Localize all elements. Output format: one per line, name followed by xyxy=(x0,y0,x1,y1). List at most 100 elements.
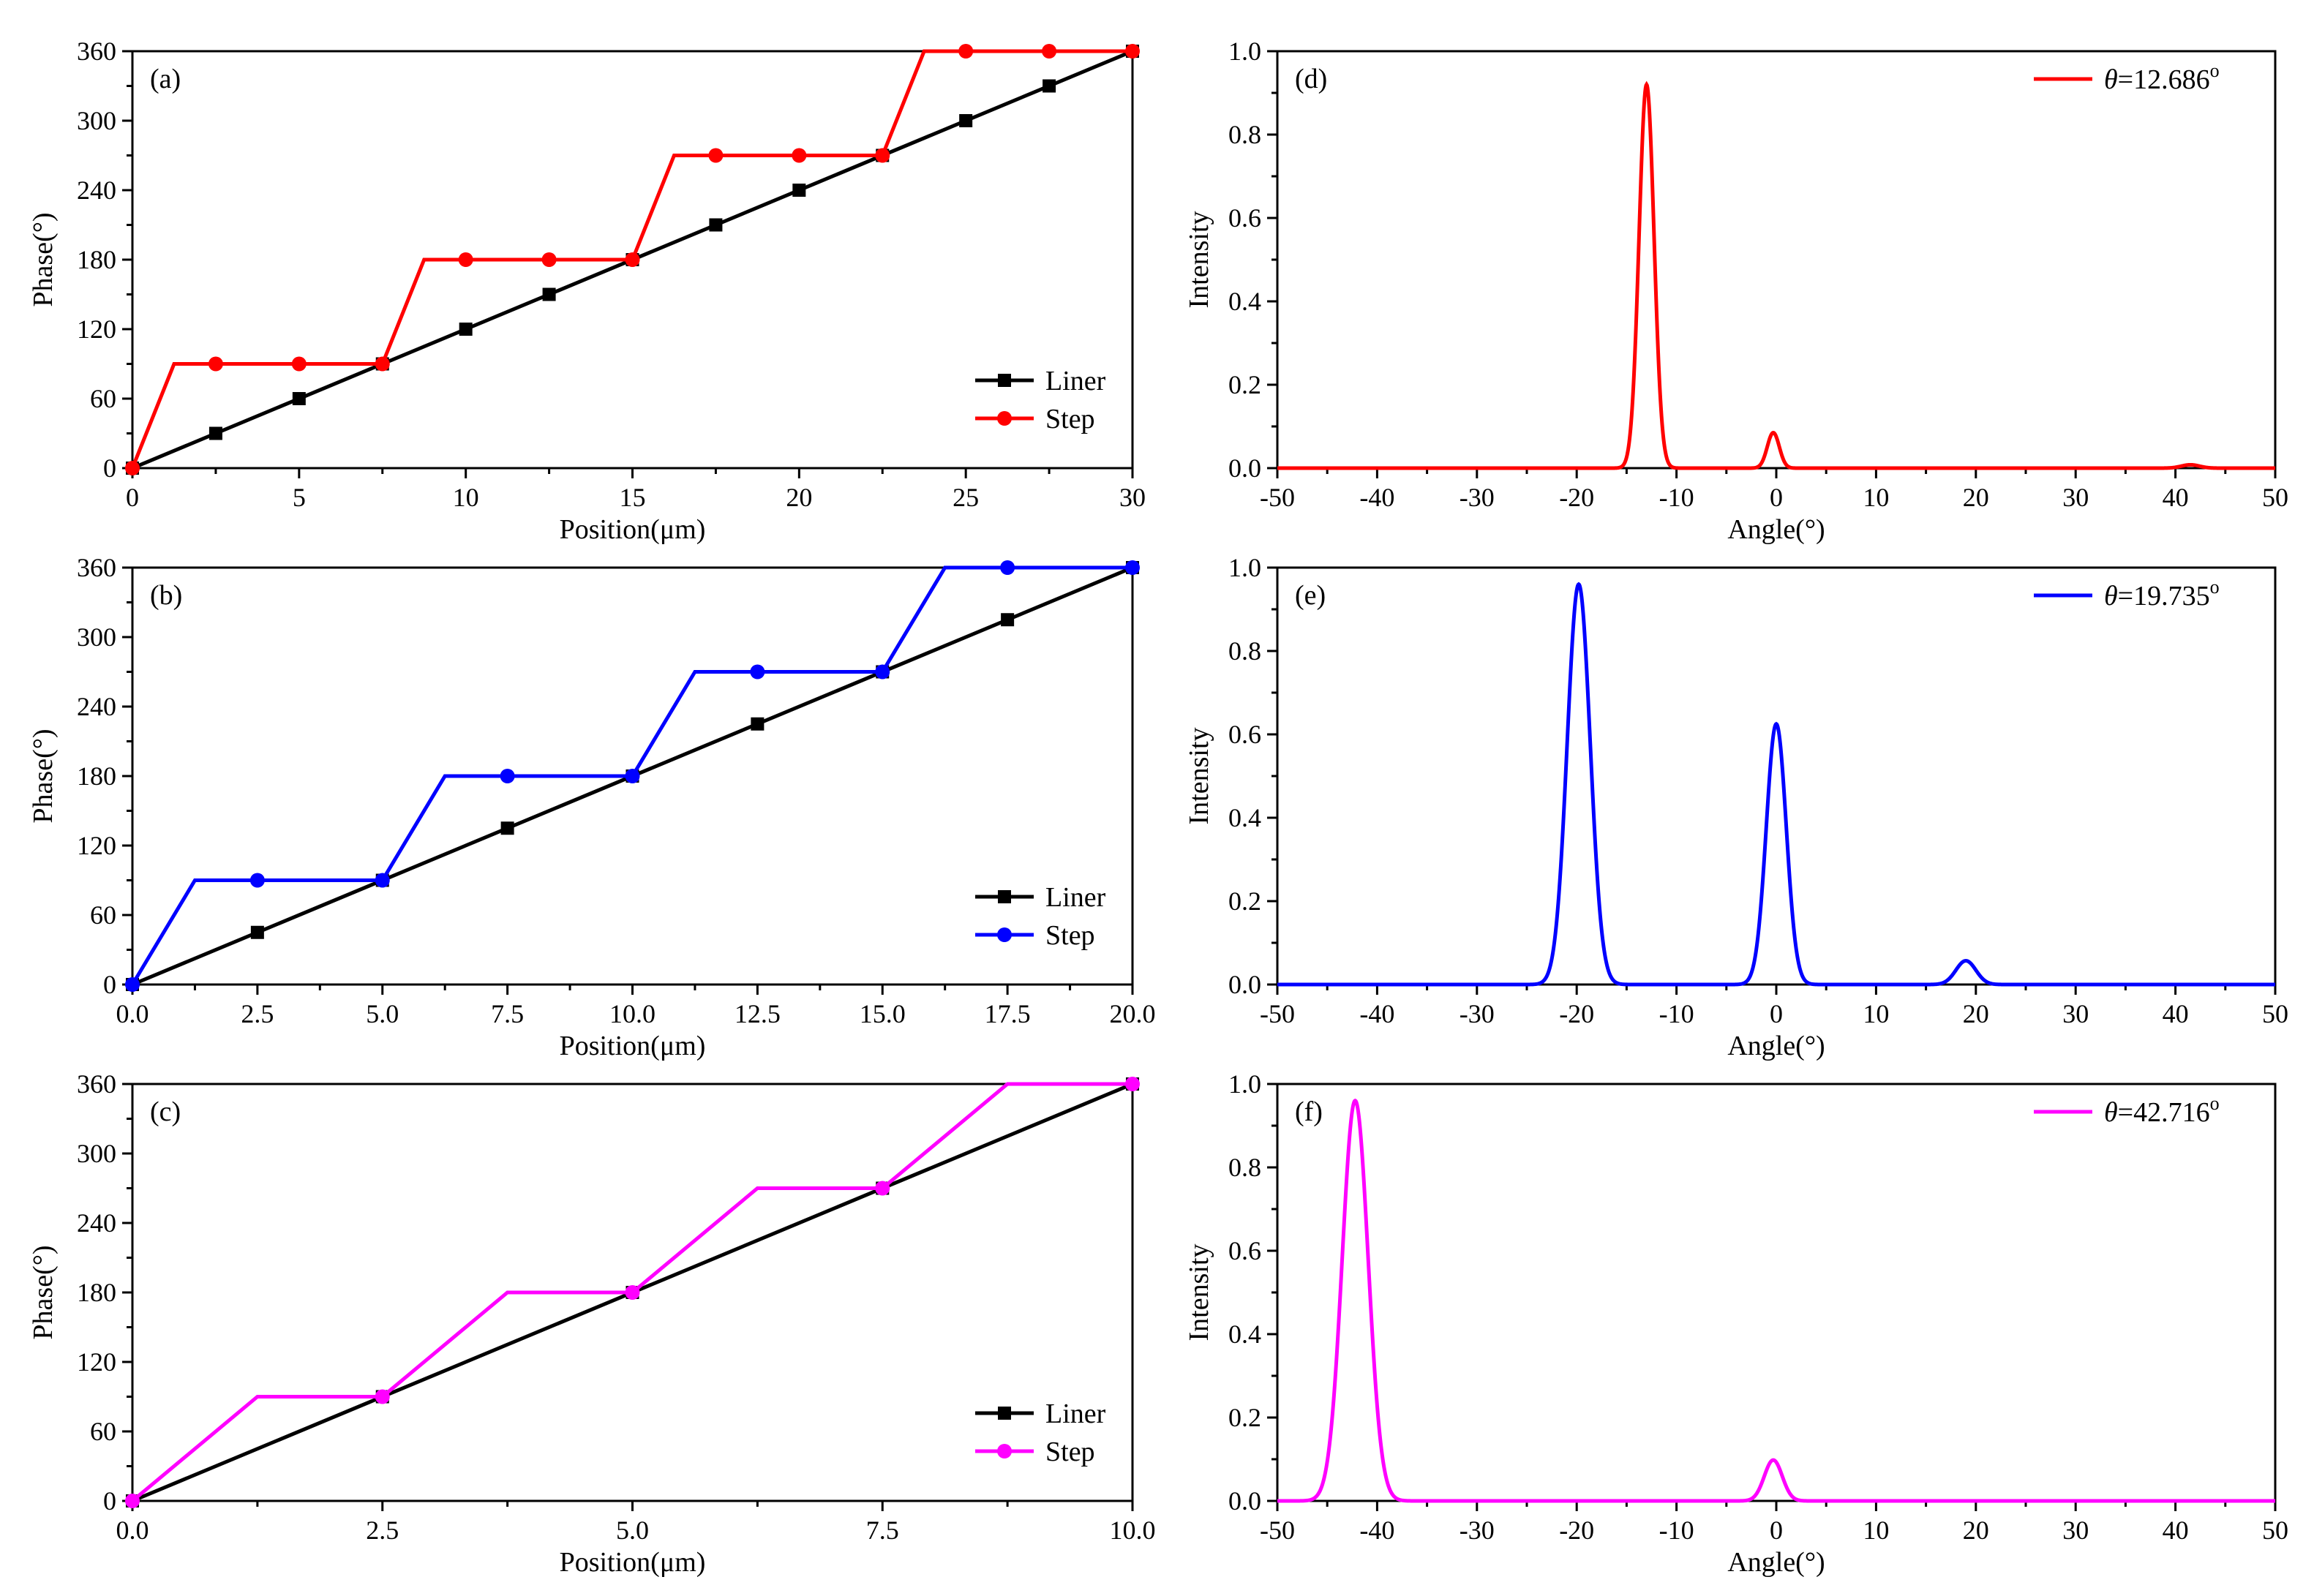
step-marker xyxy=(125,461,140,475)
x-tick-label: 5.0 xyxy=(366,999,399,1028)
legend-label: Liner xyxy=(1045,366,1106,396)
x-tick-label: 0 xyxy=(1770,999,1783,1028)
y-tick-label: 0.8 xyxy=(1228,636,1261,666)
step-marker xyxy=(1125,44,1140,59)
x-tick-label: 20.0 xyxy=(1110,999,1156,1028)
legend-marker xyxy=(998,890,1011,903)
y-tick-label: 60 xyxy=(90,384,116,413)
intensity-curve xyxy=(1277,80,2275,470)
x-tick-label: -40 xyxy=(1359,999,1394,1028)
x-tick-label: 40 xyxy=(2163,1516,2189,1545)
legend-theta: θ xyxy=(2104,581,2118,611)
y-tick-label: 0.2 xyxy=(1228,887,1261,916)
panel-label: (f) xyxy=(1295,1096,1323,1127)
step-marker xyxy=(625,252,640,267)
x-tick-label: 20 xyxy=(1963,999,1989,1028)
panel-label: (b) xyxy=(150,580,182,611)
y-tick-label: 240 xyxy=(77,1208,116,1238)
liner-marker xyxy=(292,392,306,405)
x-tick-label: 10 xyxy=(1863,999,1889,1028)
x-tick-label: 15 xyxy=(620,483,646,512)
legend-label: θ=12.686o xyxy=(2104,60,2220,95)
panel-3: -50 -40 -30 -20 -10 0 10 20 30 40 50 0.0 0.2 0.4 0.6 0.… xyxy=(1184,37,2288,545)
panel-label: (e) xyxy=(1295,580,1326,611)
y-tick-label: 0.6 xyxy=(1228,720,1261,749)
y-tick-label: 120 xyxy=(77,315,116,344)
step-marker xyxy=(125,977,140,992)
y-tick-label: 180 xyxy=(77,1278,116,1307)
x-tick-label: 50 xyxy=(2262,999,2288,1028)
step-marker xyxy=(1000,560,1015,575)
legend-label: θ=42.716o xyxy=(2104,1093,2220,1128)
x-tick-label: 10.0 xyxy=(1110,1516,1156,1545)
x-tick-label: 40 xyxy=(2163,999,2189,1028)
liner-marker xyxy=(500,821,514,835)
x-tick-label: 25 xyxy=(953,483,979,512)
y-axis-title: Intensity xyxy=(1184,211,1214,309)
x-tick-label: 10 xyxy=(1863,1516,1889,1545)
legend-marker xyxy=(997,927,1012,942)
step-marker xyxy=(750,664,765,680)
x-tick-label: 30 xyxy=(2062,1516,2089,1545)
step-marker xyxy=(1125,560,1140,575)
panel-label: (a) xyxy=(150,64,181,94)
x-axis-title: Angle(°) xyxy=(1727,1031,1825,1061)
step-marker xyxy=(125,1494,140,1508)
y-tick-label: 300 xyxy=(77,106,116,135)
legend-label: Step xyxy=(1045,1437,1095,1467)
legend-value: =19.735 xyxy=(2118,581,2210,611)
step-marker xyxy=(541,252,557,267)
x-tick-label: -40 xyxy=(1359,483,1394,512)
y-axis-title: Phase(°) xyxy=(28,1245,59,1339)
step-marker xyxy=(875,664,890,680)
panel-0: 0 5 10 15 20 25 30060120180240300360Position(μ… xyxy=(28,37,1146,545)
x-tick-label: 30 xyxy=(2062,999,2089,1028)
panel-4: -50 -40 -30 -20 -10 0 10 20 30 40 50 0.0 0.2 0.4 0.6 0.… xyxy=(1184,553,2288,1061)
x-tick-label: 12.5 xyxy=(735,999,781,1028)
x-axis-title: Angle(°) xyxy=(1727,1547,1825,1578)
x-tick-label: 0 xyxy=(1770,483,1783,512)
liner-marker xyxy=(709,218,723,232)
x-tick-label: -50 xyxy=(1260,483,1295,512)
y-tick-label: 60 xyxy=(90,900,116,930)
x-tick-label: 7.5 xyxy=(866,1516,899,1545)
y-tick-label: 300 xyxy=(77,622,116,652)
y-tick-label: 120 xyxy=(77,831,116,860)
x-tick-label: -30 xyxy=(1460,1516,1495,1545)
y-tick-label: 0.4 xyxy=(1228,803,1261,832)
legend-label: θ=19.735o xyxy=(2104,576,2220,611)
intensity-curve xyxy=(1277,1098,2275,1503)
x-tick-label: 30 xyxy=(2062,483,2089,512)
legend-marker xyxy=(997,411,1012,426)
y-tick-label: 1.0 xyxy=(1228,1069,1261,1099)
y-tick-label: 1.0 xyxy=(1228,37,1261,66)
y-tick-label: 0 xyxy=(103,453,116,483)
step-marker xyxy=(208,356,223,372)
x-tick-label: 2.5 xyxy=(241,999,274,1028)
y-tick-label: 0.4 xyxy=(1228,287,1261,316)
step-marker xyxy=(1042,44,1057,59)
x-tick-label: 50 xyxy=(2262,1516,2288,1545)
legend-label: Step xyxy=(1045,404,1095,434)
legend-label: Liner xyxy=(1045,1399,1106,1429)
legend-label: Liner xyxy=(1045,882,1106,913)
plot-frame xyxy=(1276,566,2277,986)
x-tick-label: -20 xyxy=(1559,483,1594,512)
x-tick-label: -50 xyxy=(1260,999,1295,1028)
legend-value: =12.686 xyxy=(2118,64,2210,95)
legend-theta: θ xyxy=(2104,1097,2118,1128)
y-tick-label: 0.0 xyxy=(1228,970,1261,999)
step-marker xyxy=(625,1285,640,1300)
legend-degree: o xyxy=(2210,60,2220,81)
x-tick-label: 5.0 xyxy=(616,1516,649,1545)
legend-marker xyxy=(998,1407,1011,1420)
x-tick-label: 5 xyxy=(293,483,306,512)
liner-marker xyxy=(751,717,765,731)
liner-marker xyxy=(542,287,556,301)
panel-2: 0.0 2.5 5.0 7.5 10.0 0 60 120 180 240 300 360 Positi… xyxy=(28,1069,1156,1578)
plot-frame xyxy=(1276,1083,2277,1502)
step-marker xyxy=(1125,1077,1140,1091)
x-tick-label: 2.5 xyxy=(366,1516,399,1545)
y-tick-label: 300 xyxy=(77,1139,116,1168)
